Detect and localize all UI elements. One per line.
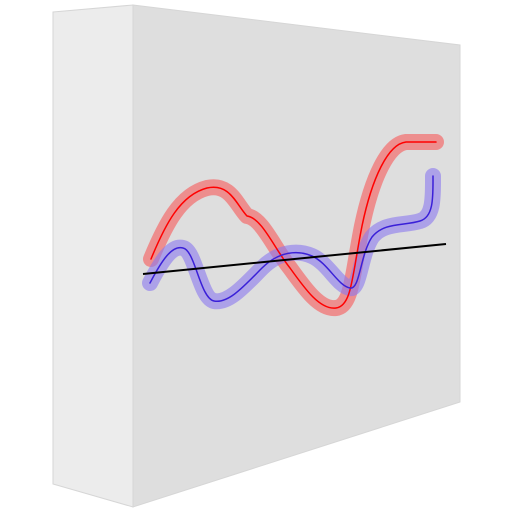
red-wave-line bbox=[150, 141, 437, 309]
trend-line bbox=[142, 243, 447, 275]
box-side-face bbox=[52, 4, 134, 508]
blue-wave-line bbox=[149, 175, 434, 302]
